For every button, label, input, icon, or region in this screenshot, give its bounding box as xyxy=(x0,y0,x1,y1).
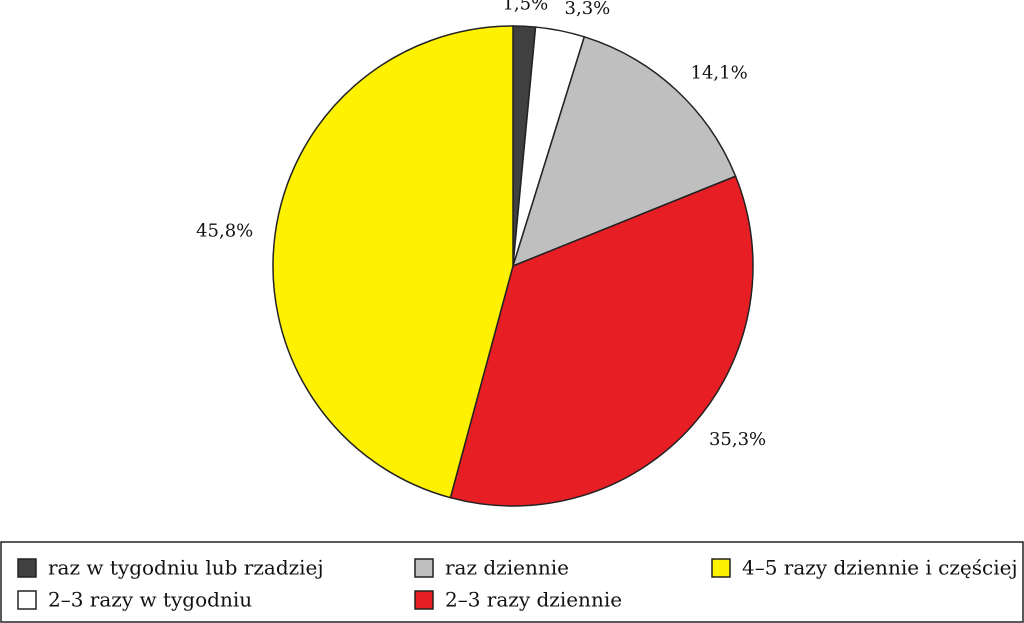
value-label: 45,8% xyxy=(196,221,253,242)
legend-swatch xyxy=(17,590,37,610)
legend-label: 2–3 razy w tygodniu xyxy=(48,588,252,612)
legend-swatch xyxy=(414,558,434,578)
value-label: 35,3% xyxy=(709,429,766,450)
legend-label: 4–5 razy dziennie i częściej xyxy=(742,556,1018,580)
legend-swatch xyxy=(17,558,37,578)
legend-box xyxy=(0,541,1024,623)
legend-swatch xyxy=(711,558,731,578)
value-label: 3,3% xyxy=(565,0,611,19)
pie-slice xyxy=(449,175,754,507)
value-label: 14,1% xyxy=(691,62,748,83)
value-label: 1,5% xyxy=(502,0,548,14)
legend-label: raz dziennie xyxy=(445,556,569,580)
legend-label: raz w tygodniu lub rzadziej xyxy=(48,556,324,580)
legend-swatch xyxy=(414,590,434,610)
pie-slice xyxy=(272,25,514,499)
pie-slice xyxy=(511,35,737,268)
legend-label: 2–3 razy dziennie xyxy=(445,588,622,612)
